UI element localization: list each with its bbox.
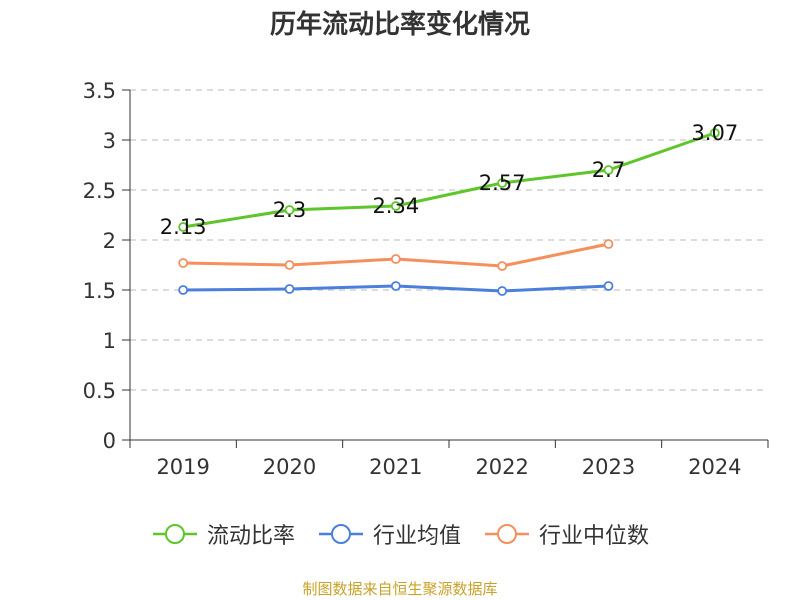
x-tick-label: 2022 [475, 455, 528, 479]
x-tick-label: 2023 [582, 455, 635, 479]
legend: 流动比率 行业均值 行业中位数 [0, 518, 800, 550]
data-point [178, 258, 189, 268]
data-point [603, 239, 614, 249]
data-point [284, 284, 295, 294]
x-tick-label: 2019 [156, 455, 209, 479]
legend-item[interactable]: 行业均值 [317, 518, 461, 550]
data-point [497, 286, 508, 296]
legend-label: 行业均值 [372, 524, 461, 549]
legend-swatch [152, 524, 197, 544]
data-label: 3.07 [691, 121, 738, 145]
data-point [497, 178, 508, 188]
x-tick-label: 2024 [688, 455, 741, 479]
data-point [497, 261, 508, 271]
data-label: 2.13 [160, 215, 207, 239]
y-tick-label: 1 [103, 329, 116, 353]
chart-title: 历年流动比率变化情况 [269, 10, 530, 40]
x-tick-label: 2020 [263, 455, 316, 479]
data-label: 2.34 [372, 194, 419, 218]
data-point [709, 128, 720, 138]
y-tick-label: 2 [103, 229, 116, 253]
source-note: 制图数据来自恒生聚源数据库 [302, 580, 498, 598]
data-point [603, 281, 614, 291]
x-tick-label: 2021 [369, 455, 422, 479]
data-point [603, 165, 614, 175]
data-point [178, 285, 189, 295]
y-tick-label: 1.5 [83, 279, 116, 303]
data-label: 2.57 [479, 171, 526, 195]
data-point [390, 201, 401, 211]
legend-swatch [318, 524, 363, 544]
series-line-0 [182, 131, 716, 229]
legend-item[interactable]: 流动比率 [151, 518, 295, 550]
data-point [390, 281, 401, 291]
data-label: 2.7 [592, 158, 625, 182]
y-tick-label: 3 [103, 129, 116, 153]
legend-label: 行业中位数 [539, 524, 650, 549]
y-tick-label: 0 [103, 429, 116, 453]
data-point [390, 254, 401, 264]
data-point [284, 205, 295, 215]
legend-item[interactable]: 行业中位数 [483, 518, 649, 550]
legend-label: 流动比率 [206, 524, 295, 549]
data-point [284, 260, 295, 270]
y-tick-label: 2.5 [83, 179, 116, 203]
data-label: 2.3 [273, 198, 306, 222]
data-point [178, 222, 189, 232]
legend-swatch [485, 524, 529, 544]
y-tick-label: 0.5 [83, 379, 116, 403]
y-tick-label: 3.5 [83, 79, 116, 103]
